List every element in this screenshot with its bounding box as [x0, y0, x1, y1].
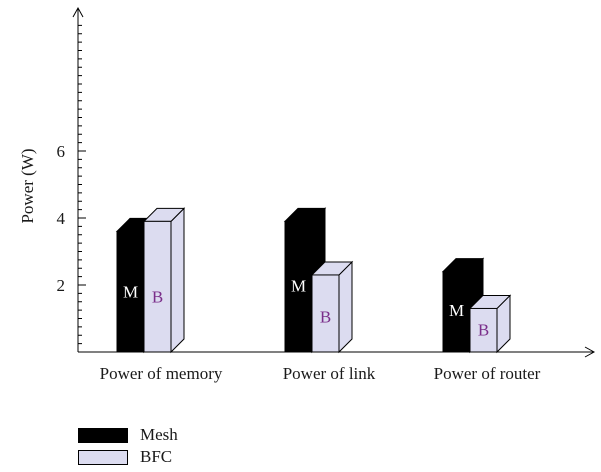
bar-side-face	[338, 260, 353, 354]
bar-bfc: B	[310, 260, 354, 354]
legend-label-mesh: Mesh	[140, 425, 178, 444]
bar-front-face	[469, 307, 498, 353]
bar-letter-label: B	[478, 320, 489, 339]
legend-item-mesh: Mesh	[78, 424, 178, 446]
bar-letter-label: M	[291, 276, 306, 295]
bar-letter-label: B	[320, 308, 331, 327]
bar-side-face	[170, 207, 185, 354]
legend: Mesh BFC	[78, 424, 178, 468]
x-category-label: Power of memory	[100, 364, 223, 383]
bar-letter-label: M	[123, 283, 138, 302]
bar-front-face	[311, 274, 340, 353]
legend-swatch-bfc	[78, 449, 128, 465]
y-tick-label: 2	[57, 276, 66, 295]
bar-bfc: B	[142, 207, 186, 354]
bar-letter-label: M	[449, 301, 464, 320]
bar-bfc: B	[468, 294, 512, 354]
bar-front-face	[116, 230, 145, 353]
legend-swatch-mesh	[78, 427, 128, 443]
y-tick-label: 6	[57, 142, 66, 161]
bar-front-face	[143, 220, 172, 353]
y-tick-label: 4	[57, 209, 66, 228]
legend-item-bfc: BFC	[78, 446, 178, 468]
x-axis-arrow	[584, 346, 596, 358]
legend-label-bfc: BFC	[140, 447, 173, 466]
bar-letter-label: B	[152, 287, 163, 306]
x-category-label: Power of router	[434, 364, 541, 383]
labels: 2 4 6 Power (W) Power of memory Power of link…	[18, 142, 541, 383]
x-category-label: Power of link	[283, 364, 376, 383]
y-axis-title: Power (W)	[18, 148, 37, 223]
y-axis-arrow	[72, 6, 84, 18]
